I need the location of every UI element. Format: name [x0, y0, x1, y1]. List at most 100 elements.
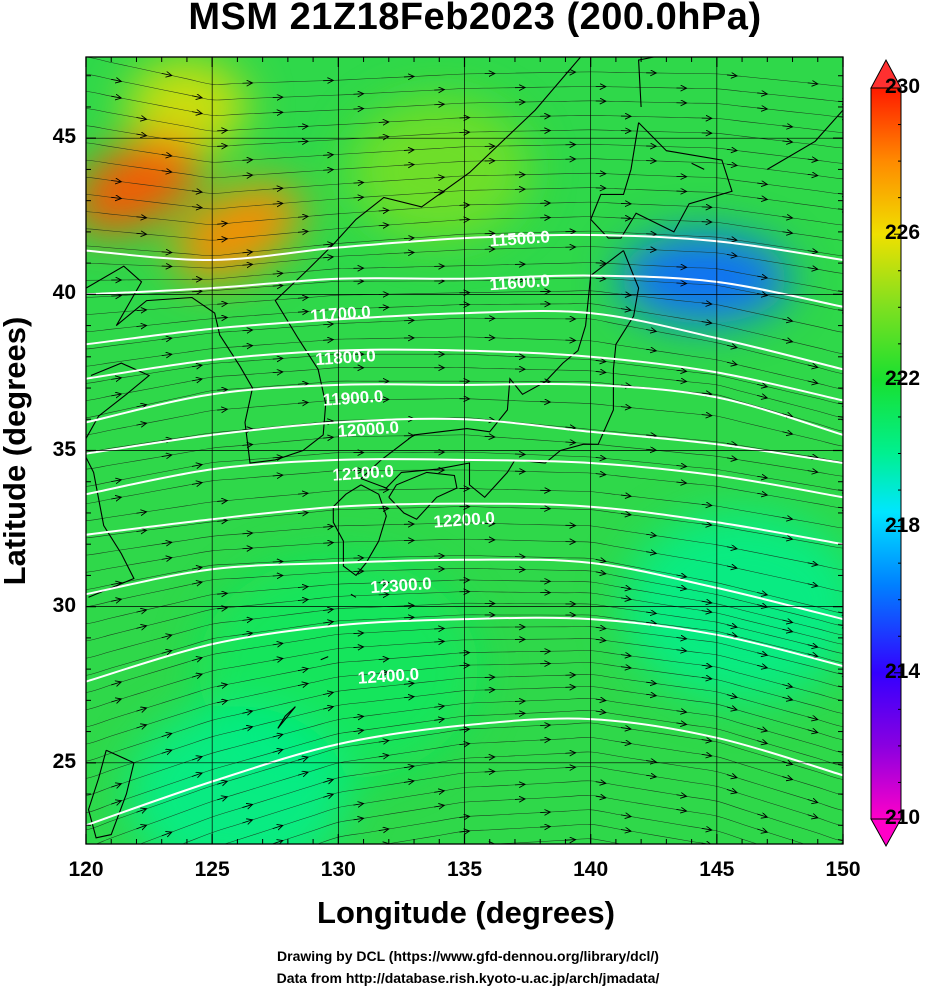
wind-arrow [837, 686, 843, 687]
wind-arrow [297, 216, 308, 217]
wind-arrow [136, 825, 146, 829]
cold-area [619, 233, 790, 324]
wind-arrow [111, 96, 121, 98]
wind-arrow [782, 517, 792, 519]
y-tick-label: 45 [52, 125, 76, 149]
wind-arrow [323, 692, 333, 694]
wind-arrow [595, 711, 606, 712]
wind-arrow [111, 497, 121, 499]
wind-arrow [353, 716, 363, 717]
wind-arrow [646, 694, 656, 695]
wind-arrow [272, 457, 283, 458]
wind-arrow [757, 395, 767, 398]
wind-arrow [676, 283, 686, 284]
wind-arrow [217, 223, 227, 224]
wind-arrow [192, 852, 202, 856]
wind-arrow [242, 711, 252, 713]
wind-arrow [298, 937, 308, 941]
wind-arrow [353, 803, 363, 805]
wind-arrow [297, 126, 308, 127]
wind-arrow [297, 587, 308, 588]
wind-arrow [676, 482, 686, 483]
coastline [332, 484, 387, 577]
wind-arrow [191, 207, 202, 208]
wind-arrow [217, 781, 227, 784]
wind-arrow [434, 791, 444, 793]
wind-arrow [323, 883, 333, 887]
wind-arrow [595, 278, 606, 279]
wind-arrow [136, 134, 146, 136]
coastline [350, 593, 357, 598]
wind-arrow [782, 319, 792, 321]
warm-area [86, 135, 201, 235]
wind-arrow [323, 543, 333, 544]
wind-arrow [782, 867, 792, 870]
coastline [590, 122, 733, 239]
wind-arrow [111, 699, 121, 702]
wind-arrow [726, 149, 737, 150]
wind-arrow [757, 93, 767, 94]
colorbar-tick-label: 210 [885, 806, 921, 829]
wind-arrow [161, 439, 172, 441]
wind-arrow [540, 740, 550, 741]
wind-arrow [782, 339, 792, 341]
x-tick-label: 120 [68, 858, 104, 881]
wind-arrow [272, 841, 283, 844]
wind-arrow [726, 443, 737, 445]
wind-arrow [595, 474, 606, 475]
wind-arrow [111, 784, 121, 787]
wind-arrow [757, 384, 767, 386]
wind-arrow [757, 829, 767, 832]
wind-arrow [161, 171, 172, 172]
wind-arrow [217, 593, 227, 594]
wind-arrow [217, 146, 227, 147]
wind-arrow [242, 252, 252, 253]
wind-arrow [272, 285, 283, 286]
wind-arrow [136, 610, 146, 612]
wind-arrow [434, 706, 444, 707]
wind-arrow [620, 598, 631, 600]
wind-arrow [217, 797, 227, 800]
wind-arrow [323, 244, 333, 245]
wind-arrow [191, 757, 202, 760]
wind-arrow [676, 465, 686, 466]
wind-arrow [111, 79, 121, 81]
wind-arrow [782, 943, 792, 947]
x-axis-label: Longitude (degrees) [317, 895, 615, 930]
x-tick-label: 135 [446, 858, 483, 881]
wind-arrow [646, 552, 656, 554]
wind-arrow [726, 458, 737, 460]
wind-arrow [297, 402, 308, 403]
chart-title: MSM 21Z18Feb2023 (200.0hPa) [188, 0, 762, 38]
wind-arrow [161, 455, 172, 457]
wind-arrow [701, 678, 712, 679]
wind-arrow [837, 416, 843, 417]
wind-arrow [161, 750, 172, 753]
wind-arrow [807, 83, 818, 84]
wind-arrow [403, 697, 414, 698]
wind-arrow [646, 534, 656, 536]
credit-drawing: Drawing by DCL (https://www.gfd-dennou.o… [277, 948, 659, 964]
wind-arrow [701, 665, 712, 666]
wind-arrow [595, 371, 606, 372]
wind-arrow [646, 612, 656, 613]
wind-arrow [217, 389, 227, 390]
wind-arrow [701, 740, 712, 742]
wind-arrow [323, 609, 333, 610]
wind-arrow [136, 405, 146, 407]
wind-arrow [837, 209, 843, 210]
wind-arrow [353, 647, 363, 648]
x-tick-label: 140 [573, 858, 609, 881]
contour-label: 11600.0 [489, 271, 551, 294]
wind-arrow [757, 665, 767, 668]
wind-arrow [378, 210, 389, 211]
colorbar-gradient [870, 87, 902, 820]
wind-arrow [353, 197, 363, 198]
contour-label: 11800.0 [315, 346, 377, 369]
wind-arrow [514, 784, 525, 785]
wind-arrow [676, 883, 686, 885]
wind-arrow [217, 684, 227, 686]
wind-arrow [272, 372, 283, 373]
wind-arrow [807, 815, 818, 818]
wind-arrow [378, 672, 389, 673]
